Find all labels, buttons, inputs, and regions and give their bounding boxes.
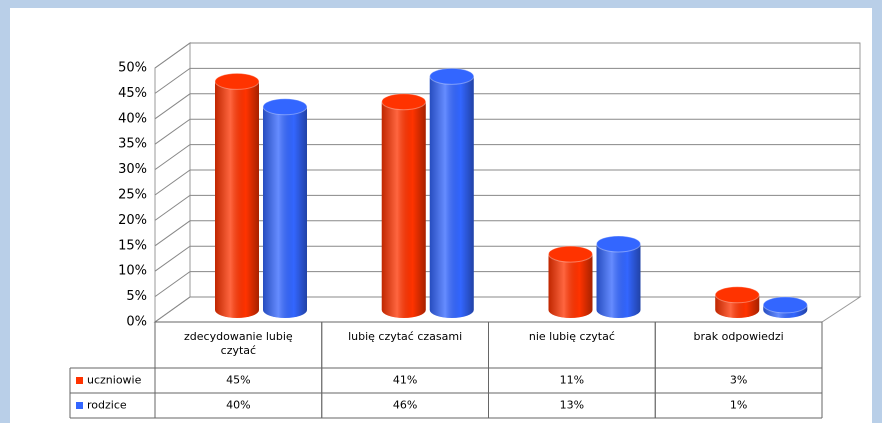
x-tick-label-box: zdecydowanie lubię czytać bbox=[184, 330, 293, 357]
grid-line bbox=[154, 220, 860, 247]
y-tick-label: 40% bbox=[118, 111, 147, 126]
y-tick-label: 25% bbox=[118, 188, 147, 203]
y-tick-label: 35% bbox=[118, 137, 147, 152]
y-tick-label: 5% bbox=[126, 289, 147, 304]
data-label: 1% bbox=[730, 399, 747, 412]
data-label: 41% bbox=[393, 374, 417, 387]
grid-line bbox=[154, 67, 860, 94]
legend-label: rodzice bbox=[87, 399, 127, 412]
y-tick-label: 0% bbox=[126, 315, 147, 330]
y-tick-label: 15% bbox=[118, 238, 147, 253]
bar-top bbox=[596, 235, 641, 253]
grid-line bbox=[154, 93, 860, 120]
y-tick-label: 20% bbox=[118, 213, 147, 228]
legend-swatch bbox=[76, 402, 83, 409]
grid-line bbox=[154, 169, 860, 196]
grid-line bbox=[154, 144, 860, 171]
grid-line bbox=[154, 118, 860, 145]
bar-shading bbox=[429, 76, 474, 318]
bar-top bbox=[714, 286, 760, 304]
bar-shading bbox=[263, 106, 307, 318]
data-label: 45% bbox=[226, 374, 250, 387]
data-label: 3% bbox=[730, 374, 747, 387]
x-tick-label-box: lubię czytać czasami bbox=[348, 330, 463, 343]
bar-shading bbox=[596, 243, 641, 318]
grid-line bbox=[154, 42, 860, 69]
data-label: 11% bbox=[560, 374, 584, 387]
bar-shading bbox=[381, 101, 426, 318]
x-tick-label: lubię czytać czasami bbox=[348, 330, 463, 343]
x-tick-label-box: brak odpowiedzi bbox=[693, 330, 784, 343]
y-tick-label: 30% bbox=[118, 162, 147, 177]
legend-swatch bbox=[76, 377, 83, 384]
grid-line bbox=[154, 194, 860, 221]
y-tick-label: 10% bbox=[118, 264, 147, 279]
bar-shading bbox=[548, 254, 593, 318]
x-tick-label: nie lubię czytać bbox=[528, 330, 615, 343]
bar-top bbox=[548, 245, 593, 263]
data-label: 40% bbox=[226, 399, 250, 412]
x-tick-label: zdecydowanie lubię czytać bbox=[184, 330, 293, 357]
bar-shading bbox=[215, 81, 259, 319]
bar-top bbox=[262, 98, 308, 116]
bar-top bbox=[381, 93, 427, 111]
bar-top bbox=[214, 72, 260, 90]
bar-top bbox=[762, 296, 808, 314]
y-tick-label: 50% bbox=[118, 61, 147, 76]
y-tick-label: 45% bbox=[118, 86, 147, 101]
data-label: 46% bbox=[393, 399, 417, 412]
legend-label: uczniowie bbox=[87, 374, 142, 387]
data-label: 13% bbox=[560, 399, 584, 412]
x-tick-label-box: nie lubię czytać bbox=[528, 330, 615, 343]
bar-top bbox=[429, 67, 475, 85]
x-tick-label: brak odpowiedzi bbox=[693, 330, 784, 343]
